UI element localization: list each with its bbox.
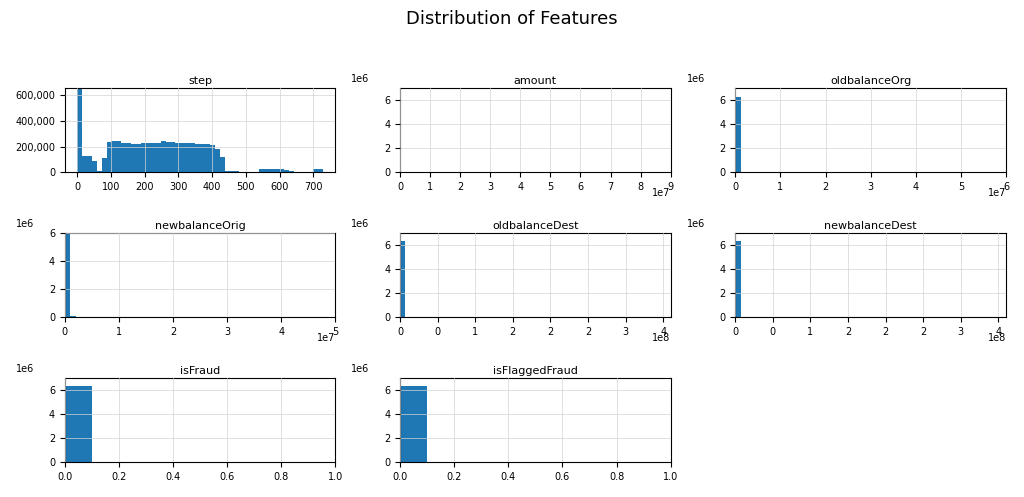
Text: 1e8: 1e8 [652, 332, 671, 342]
Bar [121, 143, 126, 172]
Bar [112, 141, 117, 172]
Bar [180, 143, 185, 172]
Title: isFlaggedFraud: isFlaggedFraud [493, 366, 578, 376]
Bar [200, 144, 205, 172]
Bar [65, 386, 92, 462]
Bar [215, 150, 220, 172]
Bar [264, 168, 269, 172]
Bar [82, 157, 87, 172]
Text: 1e6: 1e6 [686, 74, 705, 84]
Bar [318, 169, 323, 172]
Bar [210, 146, 215, 172]
Title: step: step [188, 77, 212, 86]
Title: newbalanceDest: newbalanceDest [824, 221, 916, 231]
Bar [289, 171, 294, 172]
Bar [96, 171, 101, 172]
Bar [136, 144, 141, 172]
Title: isFraud: isFraud [180, 366, 220, 376]
Text: 1e7: 1e7 [652, 187, 671, 198]
Bar [87, 157, 92, 172]
Bar [294, 171, 298, 172]
Text: 1e7: 1e7 [317, 332, 336, 342]
Title: newbalanceOrig: newbalanceOrig [155, 221, 246, 231]
Text: 1e6: 1e6 [16, 219, 34, 229]
Bar [735, 97, 740, 172]
Bar [196, 144, 200, 172]
Bar [185, 144, 190, 172]
Bar [171, 143, 175, 172]
Bar [284, 170, 289, 172]
Bar [65, 231, 70, 318]
Bar [400, 386, 427, 462]
Bar [141, 143, 145, 172]
Title: oldbalanceOrg: oldbalanceOrg [830, 77, 911, 86]
Bar [190, 144, 196, 172]
Bar [175, 143, 180, 172]
Bar [220, 158, 224, 172]
Bar [240, 171, 245, 172]
Title: amount: amount [514, 77, 557, 86]
Text: 1e6: 1e6 [351, 219, 370, 229]
Bar [224, 171, 229, 172]
Bar [205, 144, 210, 172]
Bar [259, 169, 264, 172]
Text: 1e6: 1e6 [351, 364, 370, 374]
Bar [735, 241, 740, 318]
Bar [400, 241, 406, 318]
Bar [156, 143, 161, 172]
Bar [77, 83, 82, 172]
Bar [101, 158, 106, 172]
Bar [145, 143, 151, 172]
Title: oldbalanceDest: oldbalanceDest [493, 221, 579, 231]
Text: 1e6: 1e6 [351, 74, 370, 84]
Bar [161, 141, 166, 172]
Bar [92, 161, 96, 172]
Bar [229, 171, 234, 172]
Bar [106, 142, 112, 172]
Bar [166, 142, 171, 172]
Text: 1e6: 1e6 [16, 364, 34, 374]
Bar [151, 144, 156, 172]
Text: Distribution of Features: Distribution of Features [407, 10, 617, 28]
Bar [313, 169, 318, 172]
Bar [126, 143, 131, 172]
Bar [269, 169, 273, 172]
Bar [234, 171, 240, 172]
Text: 1e8: 1e8 [988, 332, 1006, 342]
Bar [70, 316, 76, 318]
Bar [131, 144, 136, 172]
Bar [117, 141, 121, 172]
Bar [273, 169, 279, 172]
Text: 1e6: 1e6 [686, 219, 705, 229]
Bar [279, 169, 284, 172]
Text: 1e7: 1e7 [987, 187, 1006, 198]
